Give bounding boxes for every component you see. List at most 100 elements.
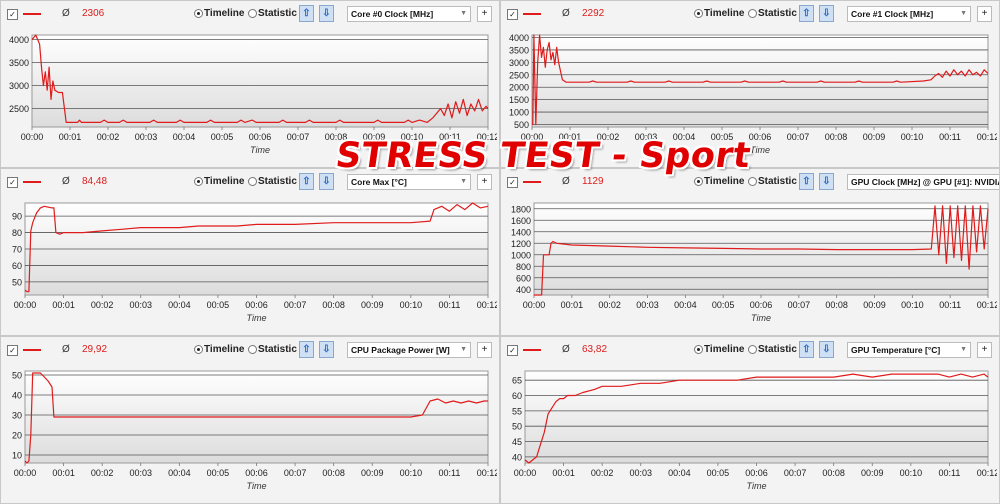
y-tick-label: 1000: [509, 108, 529, 118]
y-tick-label: 1600: [511, 216, 531, 226]
move-down-button[interactable]: ⇩: [319, 341, 334, 358]
statistic-label[interactable]: Statistic: [258, 176, 297, 187]
add-graph-button[interactable]: +: [977, 6, 992, 22]
sensor-select-value: Core #1 Clock [MHz]: [851, 9, 934, 19]
move-down-button[interactable]: ⇩: [819, 5, 834, 22]
x-tick-label: 00:09: [863, 300, 886, 310]
x-tick-label: 00:00: [21, 132, 44, 142]
timeline-label[interactable]: Timeline: [204, 344, 245, 355]
statistic-radio[interactable]: [748, 177, 757, 186]
timeline-label[interactable]: Timeline: [204, 8, 245, 19]
statistic-label[interactable]: Statistic: [758, 8, 797, 19]
sensor-graph-panel: ✓ Ø 63,82 Timeline Statistic ⇧ ⇩ GPU Temperatur…: [500, 336, 1000, 504]
show-graph-checkbox[interactable]: ✓: [507, 345, 518, 356]
x-tick-label: 00:09: [361, 300, 384, 310]
x-tick-label: 00:05: [712, 300, 735, 310]
timeline-radio[interactable]: [194, 177, 203, 186]
x-tick-label: 00:03: [635, 132, 658, 142]
move-up-button[interactable]: ⇧: [299, 5, 314, 22]
y-tick-label: 55: [512, 406, 522, 416]
average-symbol: Ø: [562, 344, 570, 355]
chevron-down-icon: ▼: [460, 10, 467, 17]
x-tick-label: 00:06: [245, 300, 268, 310]
statistic-label[interactable]: Statistic: [758, 344, 797, 355]
y-tick-label: 2000: [509, 83, 529, 93]
average-symbol: Ø: [62, 344, 70, 355]
x-tick-label: 00:04: [168, 300, 191, 310]
y-tick-label: 60: [512, 391, 522, 401]
x-tick-label: 00:05: [707, 468, 730, 478]
timeline-radio[interactable]: [694, 345, 703, 354]
x-tick-label: 00:10: [401, 132, 424, 142]
series-color-swatch: [523, 349, 541, 351]
x-tick-label: 00:01: [561, 300, 584, 310]
x-tick-label: 00:03: [629, 468, 652, 478]
x-tick-label: 00:11: [438, 300, 460, 310]
add-graph-button[interactable]: +: [477, 6, 492, 22]
sensor-select[interactable]: CPU Package Power [W] ▼: [347, 342, 471, 358]
y-tick-label: 1200: [511, 239, 531, 249]
timeline-label[interactable]: Timeline: [704, 176, 745, 187]
statistic-radio[interactable]: [248, 345, 257, 354]
x-tick-label: 00:04: [668, 468, 691, 478]
timeline-label[interactable]: Timeline: [204, 176, 245, 187]
y-tick-label: 40: [12, 391, 22, 401]
x-tick-label: 00:12: [477, 468, 497, 478]
x-tick-label: 00:08: [322, 300, 345, 310]
move-up-button[interactable]: ⇧: [799, 341, 814, 358]
x-tick-label: 00:11: [939, 132, 961, 142]
y-tick-label: 65: [512, 376, 522, 386]
move-down-button[interactable]: ⇩: [819, 173, 834, 190]
x-tick-label: 00:08: [825, 300, 848, 310]
x-tick-label: 00:10: [400, 300, 423, 310]
move-down-button[interactable]: ⇩: [819, 341, 834, 358]
x-tick-label: 00:04: [173, 132, 196, 142]
move-up-button[interactable]: ⇧: [799, 173, 814, 190]
y-tick-label: 2500: [509, 70, 529, 80]
show-graph-checkbox[interactable]: ✓: [7, 177, 18, 188]
timeline-label[interactable]: Timeline: [704, 344, 745, 355]
sensor-graph-panel: ✓ Ø 2292 Timeline Statistic ⇧ ⇩ Core #1 Clock […: [500, 0, 1000, 168]
show-graph-checkbox[interactable]: ✓: [507, 177, 518, 188]
timeline-radio[interactable]: [194, 9, 203, 18]
show-graph-checkbox[interactable]: ✓: [507, 9, 518, 20]
sensor-select-value: GPU Temperature [°C]: [851, 345, 941, 355]
sensor-select[interactable]: Core #1 Clock [MHz] ▼: [847, 6, 971, 22]
x-tick-label: 00:03: [636, 300, 659, 310]
x-tick-label: 00:09: [861, 468, 884, 478]
timeline-radio[interactable]: [694, 177, 703, 186]
statistic-radio[interactable]: [248, 177, 257, 186]
move-up-button[interactable]: ⇧: [299, 341, 314, 358]
x-axis-label: Time: [747, 481, 767, 491]
chevron-down-icon: ▼: [460, 178, 467, 185]
statistic-label[interactable]: Statistic: [258, 344, 297, 355]
sensor-select[interactable]: GPU Clock [MHz] @ GPU [#1]: NVIDIA GeFor…: [847, 174, 999, 190]
add-graph-button[interactable]: +: [477, 174, 492, 190]
series-color-swatch: [23, 349, 41, 351]
series-line: [532, 34, 989, 126]
x-tick-label: 00:08: [822, 468, 845, 478]
y-tick-label: 3000: [509, 58, 529, 68]
statistic-label[interactable]: Statistic: [758, 176, 797, 187]
sensor-select[interactable]: Core #0 Clock [MHz] ▼: [347, 6, 471, 22]
statistic-radio[interactable]: [748, 9, 757, 18]
statistic-radio[interactable]: [748, 345, 757, 354]
statistic-label[interactable]: Statistic: [258, 8, 297, 19]
statistic-radio[interactable]: [248, 9, 257, 18]
move-down-button[interactable]: ⇩: [319, 5, 334, 22]
timeline-radio[interactable]: [694, 9, 703, 18]
add-graph-button[interactable]: +: [477, 342, 492, 358]
move-up-button[interactable]: ⇧: [799, 5, 814, 22]
show-graph-checkbox[interactable]: ✓: [7, 9, 18, 20]
line-chart: 2500 3000 3500 4000 00:00 00:01 00:02 00:03 00:0…: [9, 34, 497, 155]
move-up-button[interactable]: ⇧: [299, 173, 314, 190]
timeline-label[interactable]: Timeline: [704, 8, 745, 19]
show-graph-checkbox[interactable]: ✓: [7, 345, 18, 356]
move-down-button[interactable]: ⇩: [319, 173, 334, 190]
sensor-select[interactable]: Core Max [°C] ▼: [347, 174, 471, 190]
sensor-select[interactable]: GPU Temperature [°C] ▼: [847, 342, 971, 358]
timeline-radio[interactable]: [194, 345, 203, 354]
series-color-swatch: [23, 181, 41, 183]
add-graph-button[interactable]: +: [977, 342, 992, 358]
x-tick-label: 00:06: [249, 132, 272, 142]
